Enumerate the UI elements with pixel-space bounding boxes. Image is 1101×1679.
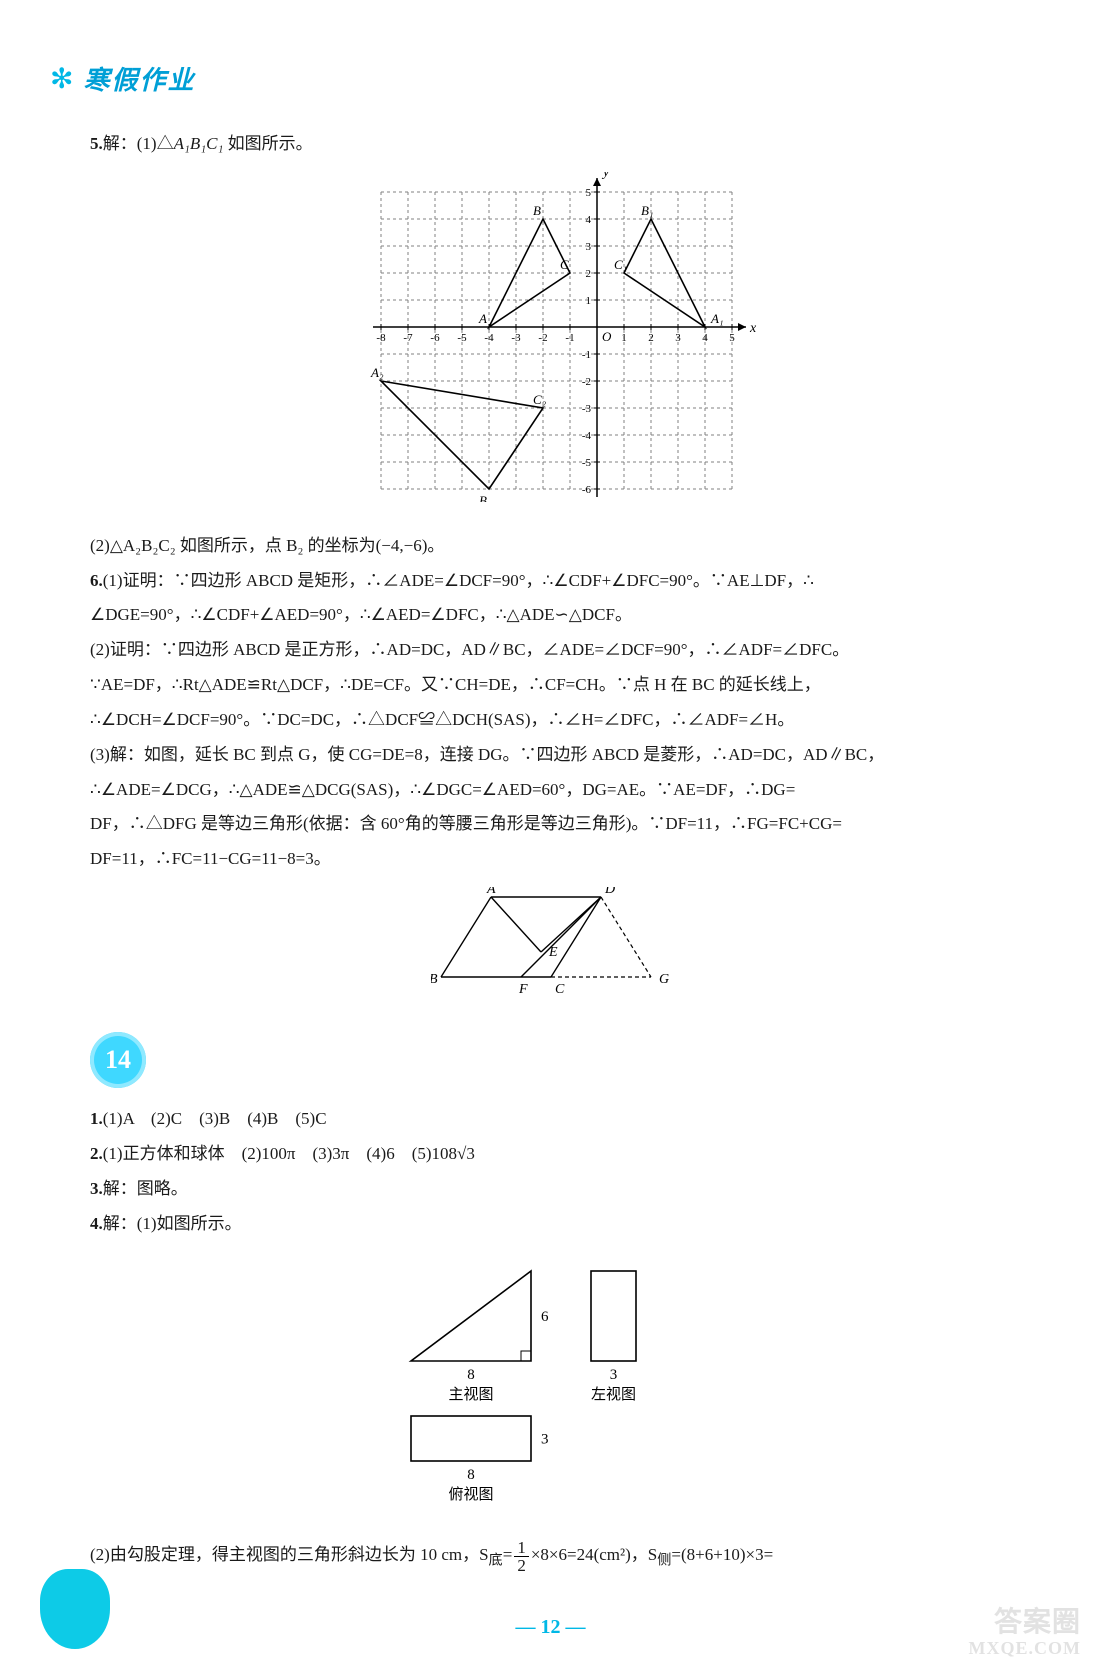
svg-text:C: C: [560, 257, 569, 272]
svg-text:左视图: 左视图: [590, 1386, 635, 1403]
watermark: 答案圈 MXQE.COM: [969, 1608, 1081, 1659]
svg-text:C: C: [555, 982, 565, 997]
svg-text:-1: -1: [565, 332, 574, 344]
svg-text:主视图: 主视图: [448, 1386, 493, 1403]
svg-text:2: 2: [585, 268, 591, 280]
svg-text:C₁: C₁: [614, 257, 627, 272]
svg-text:1: 1: [621, 332, 627, 344]
svg-text:y: y: [601, 172, 610, 180]
corner-decoration: [40, 1569, 110, 1649]
svg-text:8: 8: [467, 1367, 475, 1383]
q6-rhombus-figure: A D B F C G E: [90, 887, 1011, 1010]
svg-text:-2: -2: [538, 332, 547, 344]
svg-text:8: 8: [467, 1467, 475, 1483]
svg-text:6: 6: [541, 1309, 549, 1325]
svg-text:B₁: B₁: [641, 203, 653, 218]
svg-text:3: 3: [675, 332, 681, 344]
snowflake-icon: ✻: [50, 62, 73, 96]
svg-text:G: G: [659, 972, 669, 987]
q6-p5: ∴∠DCH=∠DCF=90°。∵DC=DC，∴△DCF≌△DCH(SAS)，∴∠…: [90, 703, 1011, 738]
section-badge-14: 14: [90, 1032, 146, 1088]
q6-p7: ∴∠ADE=∠DCG，∴△ADE≌△DCG(SAS)，∴∠DGC=∠AED=60…: [90, 773, 1011, 808]
svg-text:D: D: [604, 887, 615, 897]
s14-views-figure: 8 6 主视图 3 左视图 3 8 俯视图: [90, 1251, 1011, 1524]
rhombus-diagram-svg: A D B F C G E: [431, 887, 671, 997]
s14-l5: (2)由勾股定理，得主视图的三角形斜边长为 10 cm，S底=12×8×6=24…: [90, 1538, 1011, 1575]
svg-text:3: 3: [585, 241, 591, 253]
svg-text:-6: -6: [581, 484, 591, 496]
svg-text:-2: -2: [581, 376, 590, 388]
svg-text:4: 4: [702, 332, 708, 344]
svg-text:-6: -6: [430, 332, 440, 344]
svg-text:2: 2: [648, 332, 654, 344]
svg-text:A₂: A₂: [370, 365, 384, 380]
svg-text:B: B: [533, 203, 541, 218]
fraction: 12: [514, 1539, 529, 1574]
page-number: — 12 —: [90, 1616, 1011, 1639]
page-header: ✻ 寒假作业: [50, 60, 1011, 97]
s14-l4: 4.解：(1)如图所示。: [90, 1207, 1011, 1242]
svg-text:-7: -7: [403, 332, 413, 344]
q5-line1: 5.解：(1)△A₁B₁C₁ 如图所示。: [90, 127, 1011, 162]
orthographic-views-svg: 8 6 主视图 3 左视图 3 8 俯视图: [381, 1251, 721, 1511]
svg-text:-5: -5: [457, 332, 467, 344]
svg-text:A: A: [478, 311, 487, 326]
svg-text:-3: -3: [581, 403, 591, 415]
svg-text:-3: -3: [511, 332, 521, 344]
svg-text:-4: -4: [484, 332, 494, 344]
svg-text:C₂: C₂: [533, 392, 547, 407]
svg-text:A: A: [486, 887, 496, 897]
s14-l1: 1.(1)A (2)C (3)B (4)B (5)C: [90, 1102, 1011, 1137]
svg-text:B₂: B₂: [479, 493, 492, 502]
header-title: 寒假作业: [83, 60, 195, 97]
svg-text:3: 3: [609, 1367, 617, 1383]
q6-p3: (2)证明：∵四边形 ABCD 是正方形，∴AD=DC，AD∥BC，∠ADE=∠…: [90, 633, 1011, 668]
q6-p2: ∠DGE=90°，∴∠CDF+∠AED=90°，∴∠AED=∠DFC，∴△ADE…: [90, 598, 1011, 633]
content-body: 5.解：(1)△A₁B₁C₁ 如图所示。 Ox y -8 -7 -6 -5 -4 -3 -2 -1…: [90, 127, 1011, 1576]
svg-text:5: 5: [585, 187, 591, 199]
svg-text:1: 1: [585, 295, 591, 307]
svg-text:-1: -1: [581, 349, 590, 361]
svg-text:O: O: [602, 329, 612, 344]
q6-p9: DF=11，∴FC=11−CG=11−8=3。: [90, 842, 1011, 877]
svg-text:A₁: A₁: [710, 311, 723, 326]
svg-text:4: 4: [585, 214, 591, 226]
svg-text:俯视图: 俯视图: [448, 1486, 493, 1503]
q6-num: 6.: [90, 571, 103, 590]
q5-grid-figure: Ox y -8 -7 -6 -5 -4 -3 -2 -1 1 2 3 4 5 5 4 3 2 1 -1 -2 -3 -4 -5 -…: [90, 172, 1011, 515]
svg-text:-8: -8: [376, 332, 386, 344]
page-root: ✻ 寒假作业 5.解：(1)△A₁B₁C₁ 如图所示。 Ox y -8 -7 -6 -5 -…: [0, 0, 1101, 1679]
svg-text:3: 3: [541, 1432, 549, 1448]
svg-text:B: B: [431, 972, 438, 987]
q5-line2: (2)△A₂B₂C₂ 如图所示，点 B₂ 的坐标为(−4,−6)。: [90, 529, 1011, 564]
s14-l2: 2.(1)正方体和球体 (2)100π (3)3π (4)6 (5)108√3: [90, 1137, 1011, 1172]
q5-num: 5.: [90, 134, 103, 153]
svg-text:-4: -4: [581, 430, 591, 442]
q6-p8: DF，∴△DFG 是等边三角形(依据：含 60°角的等腰三角形是等边三角形)。∵…: [90, 807, 1011, 842]
svg-text:-5: -5: [581, 457, 591, 469]
svg-text:x: x: [749, 321, 757, 336]
q6-p1: 6.(1)证明：∵四边形 ABCD 是矩形，∴∠ADE=∠DCF=90°，∴∠C…: [90, 564, 1011, 599]
q6-p6: (3)解：如图，延长 BC 到点 G，使 CG=DE=8，连接 DG。∵四边形 …: [90, 738, 1011, 773]
svg-text:E: E: [548, 945, 558, 960]
q6-p4: ∵AE=DF，∴Rt△ADE≌Rt△DCF，∴DE=CF。又∵CH=DE，∴CF…: [90, 668, 1011, 703]
badge-number: 14: [105, 1033, 131, 1086]
s14-l3: 3.解：图略。: [90, 1172, 1011, 1207]
svg-text:5: 5: [729, 332, 735, 344]
coordinate-grid-svg: Ox y -8 -7 -6 -5 -4 -3 -2 -1 1 2 3 4 5 5 4 3 2 1 -1 -2 -3 -4 -5 -…: [341, 172, 761, 502]
svg-text:F: F: [518, 982, 528, 997]
